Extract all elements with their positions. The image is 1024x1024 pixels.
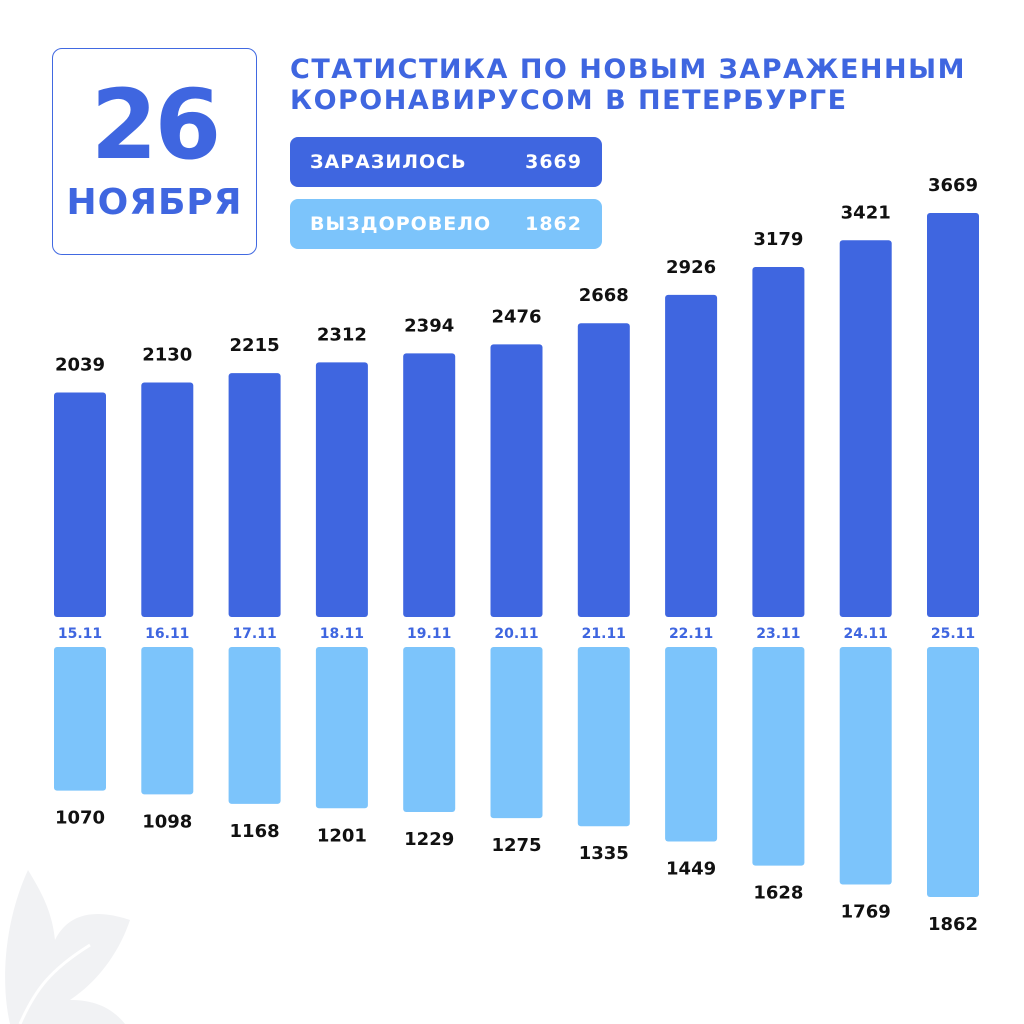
- infected-value-label: 2668: [579, 285, 629, 306]
- date-tick-label: 17.11: [232, 626, 276, 642]
- infected-value-label: 2215: [230, 335, 280, 356]
- date-tick-label: 18.11: [320, 626, 364, 642]
- date-tick-label: 25.11: [931, 626, 975, 642]
- recovered-value-label: 1335: [579, 843, 629, 864]
- recovered-value-label: 1628: [753, 883, 803, 904]
- date-day: 26: [90, 69, 222, 181]
- date-tick-label: 16.11: [145, 626, 189, 642]
- infected-value-label: 3421: [841, 202, 891, 223]
- date-tick-label: 24.11: [844, 626, 888, 642]
- date-tick-label: 21.11: [582, 626, 626, 642]
- legend-infected-value: 3669: [525, 151, 582, 173]
- recovered-bar: [839, 647, 892, 885]
- date-tick-label: 15.11: [58, 626, 102, 642]
- infected-bar: [577, 323, 630, 617]
- recovered-value-label: 1201: [317, 825, 367, 846]
- title-line-1: СТАТИСТИКА ПО НОВЫМ ЗАРАЖЕННЫМ: [290, 54, 966, 85]
- date-tick-label: 20.11: [494, 626, 538, 642]
- recovered-bar: [490, 647, 543, 819]
- recovered-bar: [228, 647, 281, 804]
- infected-value-label: 3669: [928, 175, 978, 196]
- recovered-bar: [315, 647, 368, 809]
- legend-infected-label: ЗАРАЗИЛОСЬ: [310, 151, 467, 173]
- page-title: СТАТИСТИКА ПО НОВЫМ ЗАРАЖЕННЫМ КОРОНАВИР…: [290, 54, 966, 116]
- recovered-value-label: 1168: [230, 821, 280, 842]
- recovered-bar: [403, 647, 456, 813]
- recovered-bar: [141, 647, 194, 795]
- infected-bar: [927, 213, 979, 617]
- recovered-value-label: 1862: [928, 914, 978, 935]
- infected-value-label: 3179: [753, 229, 803, 250]
- infected-bar: [403, 353, 456, 617]
- recovered-value-label: 1275: [491, 835, 541, 856]
- date-tick-label: 23.11: [756, 626, 800, 642]
- recovered-value-label: 1449: [666, 859, 716, 880]
- infected-bar: [665, 294, 718, 617]
- recovered-value-label: 1229: [404, 829, 454, 850]
- date-tick-label: 22.11: [669, 626, 713, 642]
- title-line-2: КОРОНАВИРУСОМ В ПЕТЕРБУРГЕ: [290, 85, 848, 116]
- infected-value-label: 2039: [55, 354, 105, 375]
- infected-bar: [315, 362, 368, 617]
- infected-bar: [839, 240, 892, 617]
- infected-value-label: 2926: [666, 257, 716, 278]
- date-month: НОЯБРЯ: [66, 182, 243, 223]
- date-tick-label: 19.11: [407, 626, 451, 642]
- infected-bar: [228, 373, 281, 617]
- recovered-value-label: 1769: [841, 902, 891, 923]
- legend-recovered-label: ВЫЗДОРОВЕЛО: [310, 213, 492, 235]
- recovered-bar: [665, 647, 718, 842]
- infected-value-label: 2130: [142, 344, 192, 365]
- infected-bar: [54, 392, 106, 617]
- recovered-value-label: 1098: [142, 811, 192, 832]
- date-box: 26 НОЯБРЯ: [52, 48, 257, 255]
- recovered-bar: [927, 647, 979, 897]
- legend-recovered-value: 1862: [525, 213, 582, 235]
- legend-recovered: ВЫЗДОРОВЕЛО 1862: [290, 199, 602, 249]
- infected-value-label: 2394: [404, 315, 454, 336]
- recovered-bar: [54, 647, 106, 791]
- recovered-bar: [752, 647, 805, 866]
- infected-value-label: 2476: [491, 306, 541, 327]
- recovered-value-label: 1070: [55, 808, 105, 829]
- leaf-decoration-icon: [5, 870, 131, 1024]
- infected-value-label: 2312: [317, 324, 367, 345]
- infected-bar: [141, 382, 194, 617]
- infected-bar: [752, 266, 805, 617]
- infected-bar: [490, 344, 543, 617]
- legend-infected: ЗАРАЗИЛОСЬ 3669: [290, 137, 602, 187]
- recovered-bar: [577, 647, 630, 827]
